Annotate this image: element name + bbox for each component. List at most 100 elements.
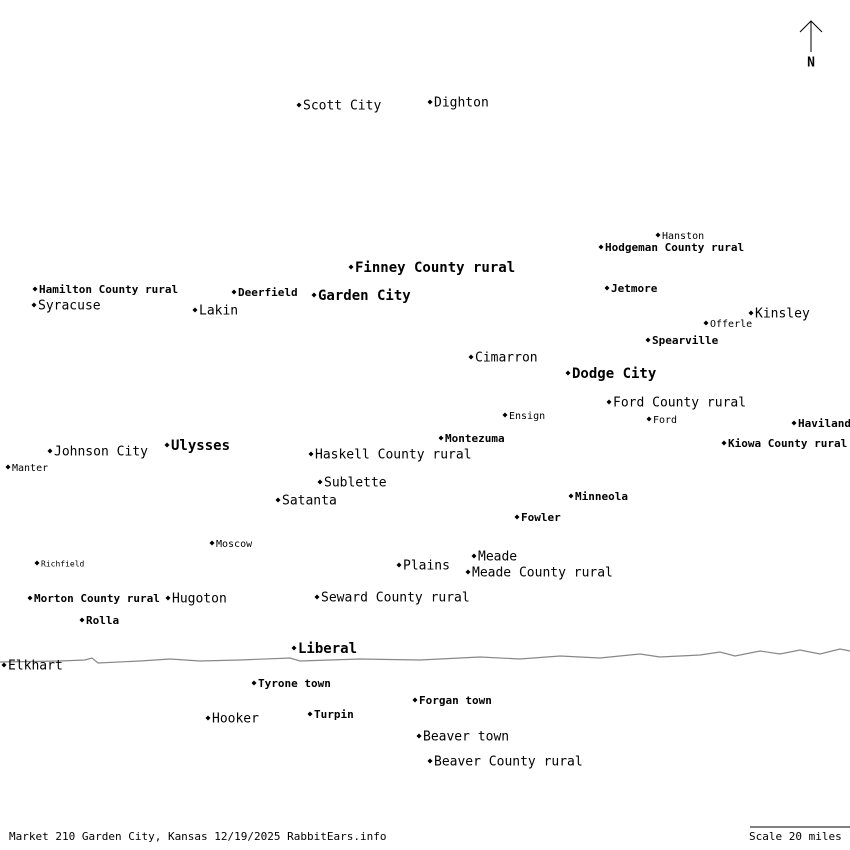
place-marker (47, 448, 53, 454)
north-label: N (807, 56, 815, 71)
place-label: Kinsley (755, 307, 810, 322)
place-label: Morton County rural (34, 592, 160, 605)
place-marker (412, 697, 418, 703)
place-label: Liberal (298, 641, 357, 657)
place-label: Meade (478, 550, 517, 565)
place-marker (438, 435, 444, 441)
scale-label: Scale 20 miles (749, 830, 842, 843)
place-marker (314, 594, 320, 600)
place-marker (79, 617, 85, 623)
place-label: Deerfield (238, 286, 298, 299)
place-marker (275, 497, 281, 503)
place-marker (514, 514, 520, 520)
place-label: Syracuse (38, 299, 101, 314)
place-marker (721, 440, 727, 446)
place-label: Sublette (324, 476, 387, 491)
place-label: Richfield (41, 560, 85, 569)
place-label: Scott City (303, 99, 381, 114)
place-marker (165, 595, 171, 601)
place-marker (164, 442, 170, 448)
place-label: Jetmore (611, 282, 658, 295)
place-label: Cimarron (475, 351, 538, 366)
place-label: Montezuma (445, 432, 505, 445)
place-marker (192, 307, 198, 313)
place-label: Hanston (662, 231, 704, 242)
place-marker (471, 553, 477, 559)
place-label: Hamilton County rural (39, 283, 178, 296)
place-label: Forgan town (419, 694, 492, 707)
place-marker (396, 562, 402, 568)
place-label: Finney County rural (355, 260, 515, 276)
place-label: Manter (12, 463, 48, 474)
place-marker (209, 540, 215, 546)
place-label: Garden City (318, 288, 411, 304)
place-label: Plains (403, 559, 450, 574)
place-marker (307, 711, 313, 717)
place-label: Meade County rural (472, 566, 613, 581)
place-label: Ulysses (171, 438, 230, 454)
place-marker (32, 286, 38, 292)
place-marker (502, 412, 508, 418)
place-marker (231, 289, 237, 295)
place-marker (646, 416, 652, 422)
place-marker (427, 758, 433, 764)
place-label: Offerle (710, 319, 752, 330)
place-marker (568, 493, 574, 499)
credit: Market 210 Garden City, Kansas 12/19/202… (9, 830, 387, 843)
place-marker (465, 569, 471, 575)
place-label: Tyrone town (258, 677, 331, 690)
place-marker (291, 645, 297, 651)
place-label: Hooker (212, 712, 259, 727)
place-label: Turpin (314, 708, 354, 721)
place-marker (748, 310, 754, 316)
place-marker (34, 560, 40, 566)
place-marker (703, 320, 709, 326)
place-label: Dighton (434, 96, 489, 111)
place-label: Kiowa County rural (728, 437, 847, 450)
place-marker (348, 264, 354, 270)
place-marker (468, 354, 474, 360)
place-marker (416, 733, 422, 739)
place-marker (655, 232, 661, 238)
place-label: Ford (653, 415, 677, 426)
place-label: Ford County rural (613, 396, 746, 411)
place-label: Spearville (652, 334, 719, 347)
place-marker (606, 399, 612, 405)
place-label: Hodgeman County rural (605, 241, 744, 254)
place-marker (5, 464, 11, 470)
place-label: Satanta (282, 494, 337, 509)
place-label: Elkhart (8, 659, 63, 674)
state-border (0, 648, 850, 664)
place-label: Seward County rural (321, 591, 470, 606)
place-marker (308, 451, 314, 457)
place-label: Minneola (575, 490, 628, 503)
place-marker (205, 715, 211, 721)
place-label: Lakin (199, 304, 238, 319)
place-marker (27, 595, 33, 601)
place-label: Beaver town (423, 730, 509, 745)
place-label: Moscow (216, 539, 253, 550)
place-marker (427, 99, 433, 105)
place-marker (31, 302, 37, 308)
place-marker (1, 662, 7, 668)
place-label: Haviland (798, 417, 850, 430)
place-marker (791, 420, 797, 426)
place-label: Fowler (521, 511, 561, 524)
place-marker (311, 292, 317, 298)
place-label: Johnson City (54, 445, 148, 460)
place-marker (317, 479, 323, 485)
place-label: Hugoton (172, 592, 227, 607)
place-marker (645, 337, 651, 343)
place-label: Beaver County rural (434, 755, 583, 770)
place-label: Ensign (509, 411, 545, 422)
place-marker (604, 285, 610, 291)
place-label: Dodge City (572, 366, 657, 382)
place-marker (565, 370, 571, 376)
place-marker (251, 680, 257, 686)
place-marker (296, 102, 302, 108)
place-marker (598, 244, 604, 250)
place-label: Rolla (86, 614, 119, 627)
north-arrow-head (799, 20, 823, 33)
place-label: Haskell County rural (315, 448, 472, 463)
